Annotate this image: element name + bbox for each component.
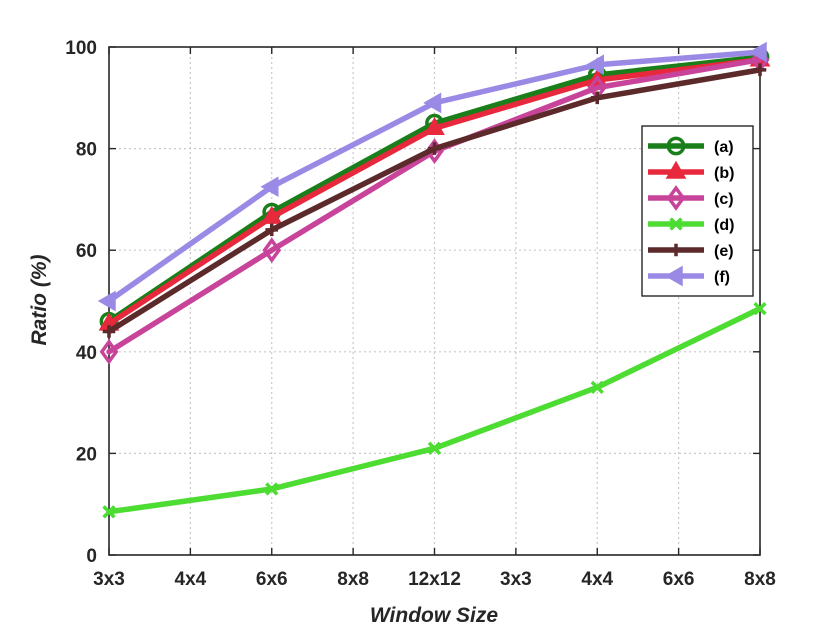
legend-item: (a) <box>648 136 734 156</box>
x-tick-label: 12x12 <box>408 569 461 590</box>
data-point <box>265 223 279 237</box>
legend-label: (f) <box>714 269 730 286</box>
series-e <box>102 63 767 338</box>
data-point <box>664 265 683 287</box>
x-axis-label: Window Size <box>370 604 498 627</box>
data-point <box>666 136 686 156</box>
x-tick-label: 4x4 <box>175 569 207 590</box>
legend-label: (d) <box>714 217 734 234</box>
data-point <box>102 505 116 519</box>
data-point <box>666 185 686 211</box>
y-axis-label: Ratio (%) <box>28 255 51 346</box>
data-point <box>102 325 116 338</box>
legend-item: (f) <box>648 265 730 287</box>
series-group <box>97 41 771 519</box>
y-tick-label: 100 <box>65 38 97 59</box>
data-point <box>97 290 116 312</box>
data-point <box>428 142 441 155</box>
legend-item: (c) <box>648 185 734 211</box>
y-tick-label: 20 <box>76 444 97 465</box>
data-point <box>590 91 604 105</box>
data-point <box>665 160 687 179</box>
data-point <box>260 176 279 198</box>
data-point <box>265 482 279 496</box>
legend-item: (b) <box>648 160 734 182</box>
x-tick-label: 3x3 <box>93 569 125 590</box>
data-point <box>590 380 604 394</box>
data-point <box>99 338 119 365</box>
y-tick-label: 0 <box>86 546 97 567</box>
legend-label: (b) <box>714 165 734 182</box>
x-tick-label: 8x8 <box>337 569 369 590</box>
legend: (a) (b) (c) (d) (e) (f) <box>641 125 754 297</box>
legend-label: (a) <box>714 139 734 156</box>
y-tick-label: 40 <box>76 343 97 364</box>
data-point <box>427 441 442 455</box>
data-point <box>748 41 767 63</box>
y-tick-label: 60 <box>76 241 97 262</box>
legend-label: (c) <box>714 191 734 208</box>
series-d <box>102 301 767 519</box>
data-point <box>261 205 283 224</box>
legend-box <box>641 125 754 297</box>
legend-item: (d) <box>648 217 734 234</box>
data-point <box>586 54 604 76</box>
legend-label: (e) <box>714 243 734 260</box>
data-point <box>753 301 767 316</box>
data-point <box>669 243 683 257</box>
data-point <box>669 217 683 231</box>
legend-item: (e) <box>648 243 734 260</box>
series-f <box>97 41 767 312</box>
x-tick-label: 6x6 <box>663 569 695 590</box>
data-point <box>424 117 445 136</box>
x-tick-label: 8x8 <box>744 569 776 590</box>
data-point <box>753 63 767 77</box>
data-point <box>262 237 282 264</box>
data-point <box>423 92 442 114</box>
x-tick-label: 6x6 <box>256 569 288 590</box>
x-tick-label: 3x3 <box>500 569 532 590</box>
y-tick-label: 80 <box>76 140 97 161</box>
x-tick-label: 4x4 <box>581 569 613 590</box>
